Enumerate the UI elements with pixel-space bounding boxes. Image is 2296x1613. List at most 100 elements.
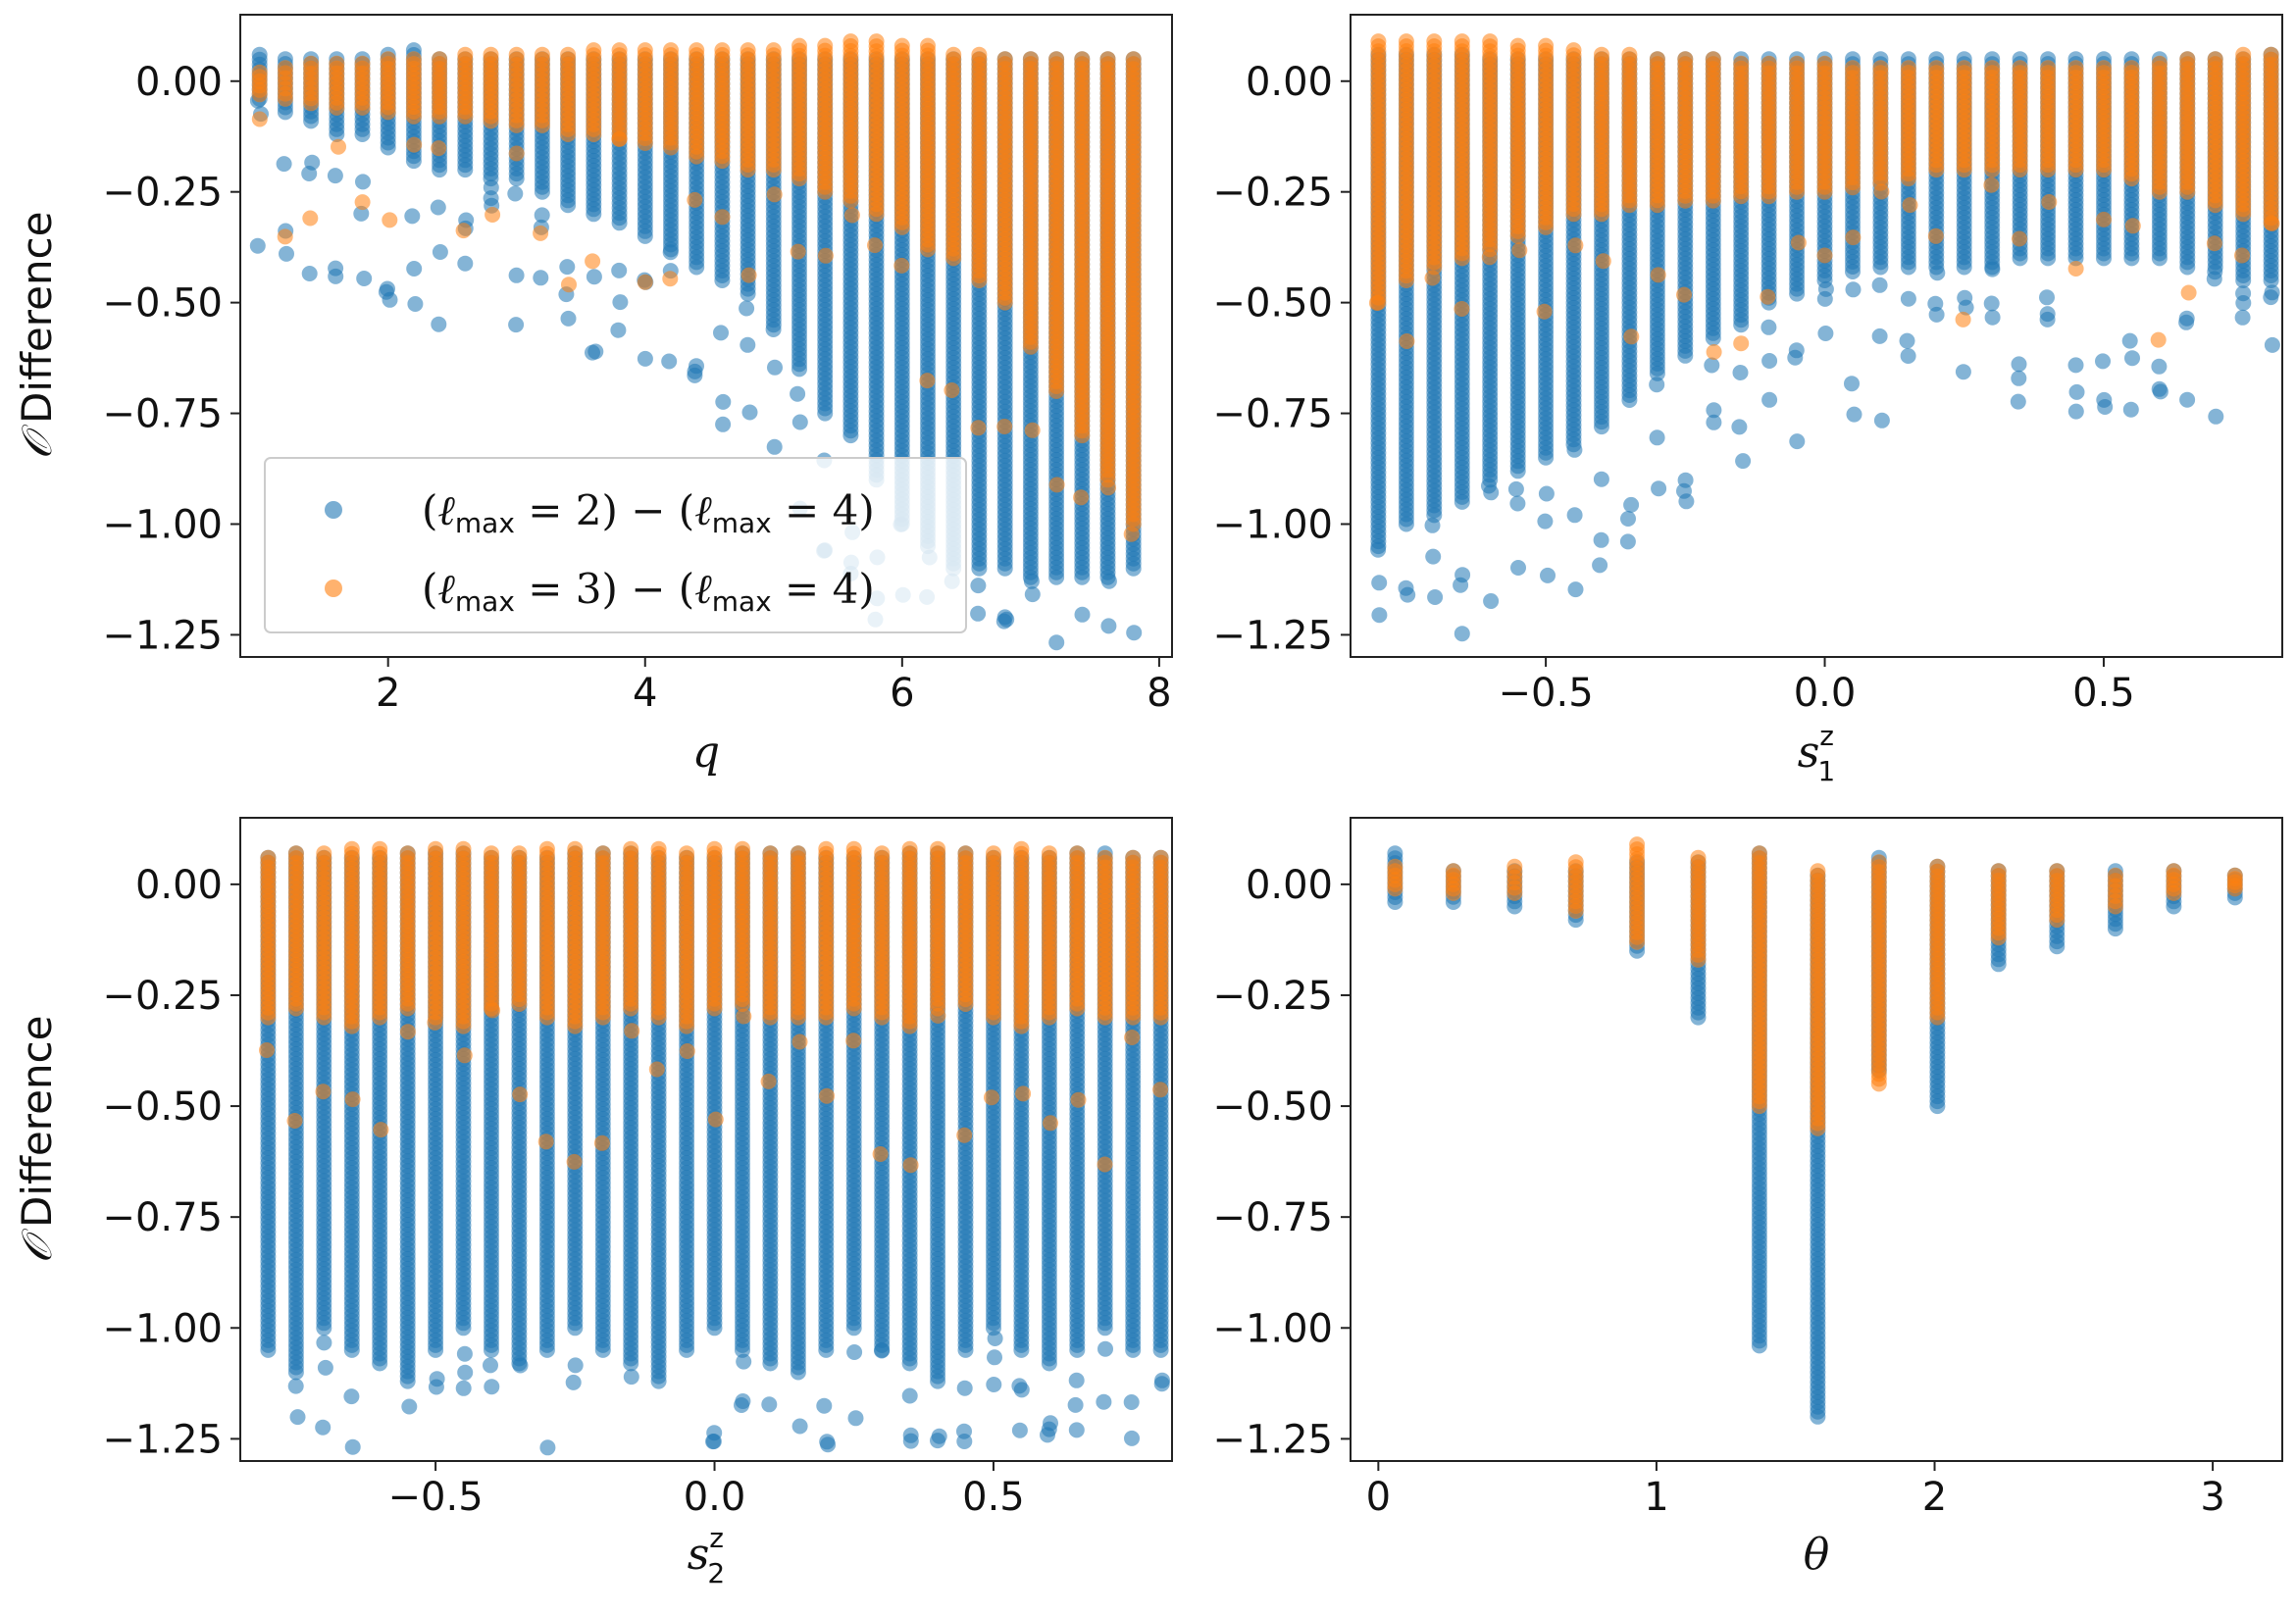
point-series-a bbox=[1509, 463, 1526, 479]
point-series-b bbox=[868, 206, 885, 223]
point-series-b bbox=[1074, 428, 1091, 444]
point-series-a-outlier bbox=[1048, 634, 1065, 651]
point-series-a bbox=[714, 273, 731, 288]
point-series-a bbox=[611, 215, 628, 231]
point-series-a-outlier bbox=[1538, 485, 1555, 502]
point-series-a-outlier bbox=[741, 404, 758, 421]
point-series-b-outlier bbox=[382, 212, 398, 228]
point-series-b bbox=[920, 241, 936, 258]
point-series-b bbox=[251, 86, 268, 103]
point-series-b-outlier bbox=[251, 111, 268, 127]
point-series-a bbox=[817, 405, 834, 422]
point-series-a-outlier bbox=[1510, 560, 1526, 576]
point-series-b-outlier bbox=[714, 209, 731, 226]
point-series-a-outlier bbox=[1651, 480, 1667, 497]
point-series-a-outlier bbox=[2097, 399, 2114, 415]
point-series-a bbox=[303, 113, 320, 129]
point-series-b-outlier bbox=[637, 274, 653, 290]
point-series-a-outlier bbox=[1900, 290, 1916, 307]
y-tick-label: −0.50 bbox=[102, 281, 223, 327]
point-series-a-outlier bbox=[1398, 580, 1414, 596]
point-series-a-outlier bbox=[1761, 391, 1778, 408]
point-series-a bbox=[1705, 329, 1721, 346]
point-series-a-outlier bbox=[1929, 265, 1946, 281]
point-series-b-outlier bbox=[561, 277, 577, 293]
point-series-a-outlier bbox=[1593, 531, 1609, 548]
point-series-b-outlier bbox=[970, 420, 987, 436]
point-series-a-outlier bbox=[533, 270, 549, 286]
point-series-b-outlier bbox=[585, 253, 601, 270]
point-series-a bbox=[740, 285, 756, 302]
panel-top-right: −0.5 0.0 0.50.00−0.25−0.50−0.75−1.00−1.25 … bbox=[1212, 14, 2283, 787]
point-series-a-outlier bbox=[1846, 406, 1862, 423]
point-series-b bbox=[380, 104, 396, 121]
point-series-a-outlier bbox=[662, 244, 679, 261]
point-series-a-outlier bbox=[790, 385, 806, 402]
point-series-a bbox=[560, 197, 577, 214]
point-series-a bbox=[2012, 250, 2028, 267]
point-series-b bbox=[354, 99, 371, 116]
point-series-a bbox=[1454, 493, 1470, 510]
point-series-b bbox=[817, 183, 834, 200]
point-series-b bbox=[740, 162, 756, 178]
point-series-a-outlier bbox=[970, 578, 987, 594]
x-axis-label: q bbox=[692, 728, 720, 778]
point-series-a bbox=[689, 259, 705, 276]
point-series-b-outlier bbox=[817, 247, 834, 264]
point-series-a-outlier bbox=[1537, 513, 1554, 529]
point-series-a-outlier bbox=[637, 350, 653, 367]
point-series-a-outlier bbox=[301, 166, 318, 181]
point-series-a-outlier bbox=[1593, 471, 1609, 487]
point-series-b bbox=[303, 95, 320, 112]
point-series-a-outlier bbox=[1425, 548, 1442, 565]
point-series-b-outlier bbox=[331, 138, 346, 155]
point-series-a-outlier bbox=[1899, 332, 1915, 349]
point-series-a-outlier bbox=[1984, 261, 2001, 277]
point-series-a bbox=[1872, 259, 1889, 276]
point-series-a-outlier bbox=[1789, 433, 1806, 450]
point-series-a-outlier bbox=[2010, 393, 2026, 410]
point-series-b-outlier bbox=[996, 419, 1013, 434]
point-series-a-outlier bbox=[508, 267, 525, 283]
point-series-a-outlier bbox=[2039, 306, 2056, 323]
point-series-a bbox=[2123, 250, 2140, 267]
point-series-a bbox=[971, 560, 988, 577]
point-series-b-outlier bbox=[766, 186, 783, 203]
point-series-b-outlier bbox=[1073, 489, 1090, 506]
point-series-a-outlier bbox=[378, 283, 394, 300]
point-series-a-outlier bbox=[767, 359, 783, 376]
point-series-a bbox=[996, 560, 1013, 577]
point-series-b bbox=[457, 108, 474, 125]
point-series-a-outlier bbox=[2124, 350, 2140, 367]
point-series-a-outlier bbox=[715, 393, 732, 410]
point-series-a-outlier bbox=[1735, 453, 1752, 470]
point-series-a-outlier bbox=[1566, 507, 1583, 524]
point-series-a-outlier bbox=[1844, 376, 1860, 392]
point-series-a-outlier bbox=[1649, 429, 1665, 446]
point-series-a-outlier bbox=[610, 322, 627, 338]
point-series-b-outlier bbox=[740, 267, 757, 283]
point-series-a bbox=[277, 104, 293, 121]
point-series-b-outlier bbox=[687, 191, 703, 208]
point-series-b-outlier bbox=[611, 131, 628, 147]
point-series-b-outlier bbox=[1024, 422, 1041, 438]
point-series-a-outlier bbox=[1509, 495, 1526, 512]
point-series-b bbox=[432, 108, 448, 125]
point-series-b bbox=[893, 219, 910, 235]
point-series-b bbox=[971, 273, 988, 288]
point-series-b bbox=[945, 250, 962, 267]
point-series-a-outlier bbox=[1370, 541, 1387, 558]
point-series-a-outlier bbox=[1983, 295, 2000, 312]
point-series-a-outlier bbox=[1761, 353, 1778, 369]
point-series-b-outlier bbox=[893, 257, 910, 274]
point-series-a-outlier bbox=[1927, 295, 1944, 312]
point-series-a-outlier bbox=[404, 208, 421, 225]
point-series-b bbox=[534, 117, 550, 133]
point-series-a-outlier bbox=[431, 316, 447, 332]
point-series-b-outlier bbox=[533, 225, 549, 241]
point-series-b-outlier bbox=[354, 194, 371, 211]
point-series-a-outlier bbox=[739, 300, 755, 317]
points-layer bbox=[1368, 33, 2280, 642]
y-axis-label-text: Difference bbox=[13, 212, 61, 425]
